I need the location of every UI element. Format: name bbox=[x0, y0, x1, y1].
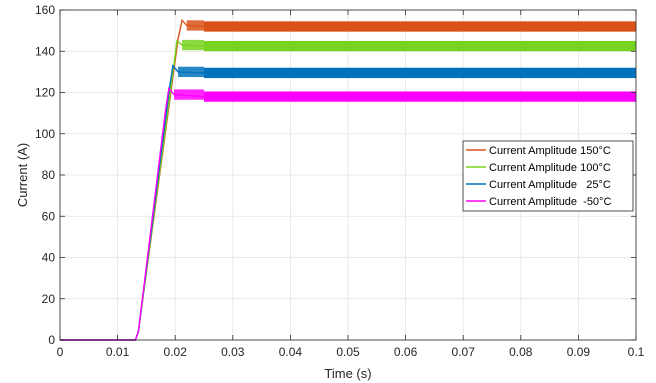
x-tick-label: 0.05 bbox=[336, 345, 360, 359]
y-tick-label: 140 bbox=[35, 44, 55, 58]
series-oscillation-band-1 bbox=[204, 40, 636, 52]
y-tick-label: 100 bbox=[35, 127, 55, 141]
legend-label-1: Current Amplitude 100°C bbox=[489, 162, 611, 174]
series-lines bbox=[60, 18, 636, 341]
legend-label-0: Current Amplitude 150°C bbox=[489, 145, 611, 157]
y-axis-title: Current (A) bbox=[15, 143, 30, 207]
x-tick-label: 0.09 bbox=[567, 345, 591, 359]
series-oscillation-band-3 bbox=[204, 91, 636, 102]
y-tick-label: 120 bbox=[35, 86, 55, 100]
x-tick-label: 0.07 bbox=[452, 345, 476, 359]
x-tick-label: 0 bbox=[57, 345, 64, 359]
series-settling-band-0 bbox=[186, 20, 204, 31]
y-tick-label: 80 bbox=[42, 168, 56, 182]
x-tick-label: 0.01 bbox=[106, 345, 130, 359]
series-oscillation-band-0 bbox=[204, 21, 636, 32]
y-tick-label: 20 bbox=[42, 292, 56, 306]
legend-label-3: Current Amplitude -50°C bbox=[489, 196, 611, 208]
series-settling-band-3 bbox=[174, 89, 204, 100]
legend-box bbox=[462, 140, 634, 212]
legend: Current Amplitude 150°C Current Amplitude… bbox=[462, 140, 634, 212]
y-tick-label: 0 bbox=[48, 333, 55, 347]
x-axis-title: Time (s) bbox=[324, 366, 371, 381]
series-settling-band-1 bbox=[182, 39, 204, 51]
x-tick-label: 0.06 bbox=[394, 345, 418, 359]
x-tick-label: 0.02 bbox=[164, 345, 188, 359]
y-tick-label: 40 bbox=[42, 251, 56, 265]
legend-label-2: Current Amplitude 25°C bbox=[489, 179, 611, 191]
x-tick-label: 0.03 bbox=[221, 345, 245, 359]
y-tick-label: 60 bbox=[42, 209, 56, 223]
x-axis-ticks: 0 0.01 0.02 0.03 0.04 0.05 0.06 0.07 0.08 0.09 0.1 bbox=[57, 10, 645, 359]
series-settling-band-2 bbox=[178, 66, 204, 78]
x-tick-label: 0.1 bbox=[628, 345, 645, 359]
y-axis-ticks: 0 20 40 60 80 100 120 140 160 bbox=[35, 3, 636, 347]
x-tick-label: 0.04 bbox=[279, 345, 303, 359]
x-tick-label: 0.08 bbox=[509, 345, 533, 359]
series-oscillation-band-2 bbox=[204, 67, 636, 79]
y-tick-label: 160 bbox=[35, 3, 55, 17]
